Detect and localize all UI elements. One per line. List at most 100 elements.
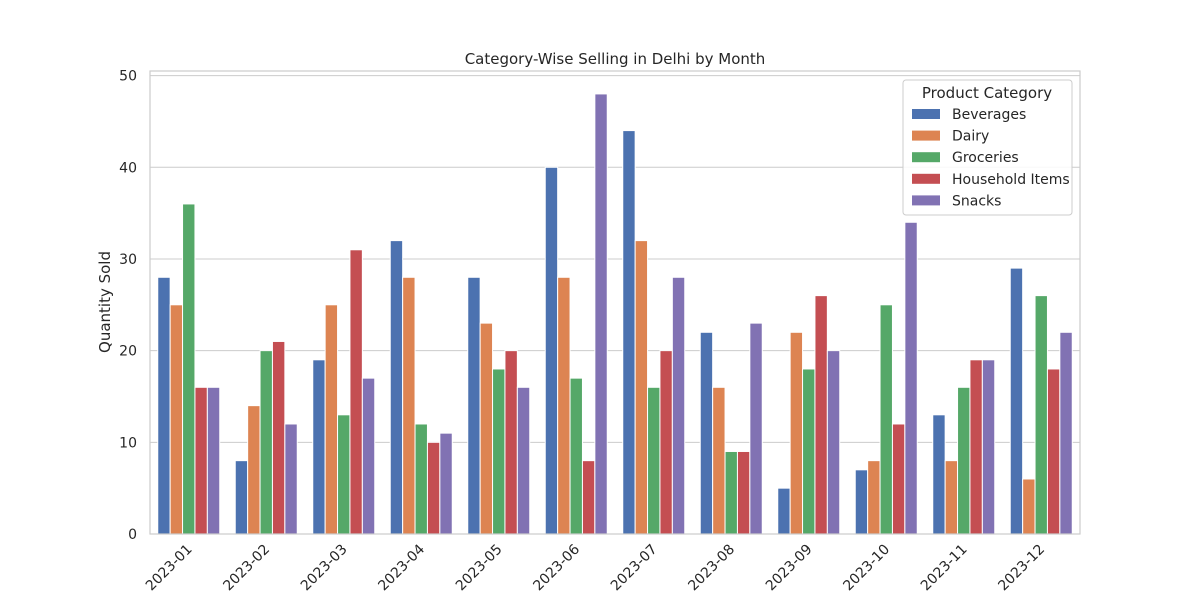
x-tick-label: 2023-04 (375, 541, 428, 594)
bar (981, 359, 996, 535)
bar (234, 460, 249, 535)
bar (932, 414, 946, 535)
y-tick-label: 20 (119, 344, 137, 360)
bar (259, 350, 273, 535)
bar (349, 249, 363, 535)
bar (157, 276, 171, 535)
bar (736, 450, 751, 535)
bar (891, 423, 906, 535)
bar (957, 386, 971, 535)
legend-swatch (912, 152, 940, 163)
bar (1034, 295, 1048, 535)
legend-swatch (912, 130, 940, 141)
bar (169, 304, 184, 535)
x-tick-label: 2023-08 (685, 542, 738, 595)
bar (634, 240, 649, 535)
x-tick-label: 2023-10 (840, 542, 893, 595)
plot-border (149, 70, 1081, 535)
legend-label: Beverages (952, 107, 1026, 123)
bar (312, 359, 326, 535)
bar (467, 276, 481, 535)
legend-label: Household Items (952, 172, 1070, 188)
legend-title: Product Category (922, 84, 1052, 102)
bar (622, 130, 636, 535)
bar (581, 460, 596, 535)
legend-label: Snacks (952, 193, 1001, 209)
legend-box (902, 79, 1073, 216)
bar (1009, 267, 1024, 535)
bar (194, 386, 208, 535)
x-tick-label: 2023-12 (995, 542, 1048, 595)
bar (247, 405, 261, 535)
y-tick-label: 10 (119, 435, 137, 451)
x-tick-label: 2023-02 (220, 542, 273, 595)
bar (802, 368, 816, 535)
y-axis-label: Quantity Sold (96, 251, 114, 353)
bar (557, 276, 571, 535)
bar (904, 221, 918, 535)
bar (969, 359, 983, 535)
legend-label: Groceries (952, 150, 1019, 166)
legend-items: Beverages Dairy Groceries Household Items Sn… (912, 107, 1070, 209)
plot-frame (149, 70, 1081, 535)
bar (647, 386, 661, 535)
bar (879, 304, 893, 535)
legend-swatch (912, 173, 940, 184)
x-tick-label: 2023-03 (298, 542, 351, 595)
bar (867, 460, 881, 535)
bar (789, 331, 804, 535)
bar (544, 166, 559, 535)
bar (594, 93, 608, 535)
bar (1022, 478, 1036, 535)
bar (439, 432, 453, 535)
bar (271, 340, 286, 535)
bar (504, 350, 518, 535)
x-tick-label: 2023-07 (608, 542, 661, 595)
y-tick-label: 0 (128, 527, 137, 543)
x-tick-label: 2023-05 (453, 542, 506, 595)
x-tick-label: 2023-11 (918, 542, 971, 595)
bar (389, 240, 404, 535)
bar (414, 423, 428, 535)
legend: Product Category Beverages Dairy Groceries… (902, 79, 1073, 216)
bar (284, 423, 298, 535)
bar (671, 276, 686, 535)
y-ticks: 0 10 20 30 40 50 (119, 69, 137, 543)
bar (854, 469, 869, 535)
bar (1046, 368, 1061, 535)
bar (492, 368, 506, 535)
bar (361, 377, 376, 535)
bar (182, 203, 196, 535)
y-tick-label: 30 (119, 252, 137, 268)
legend-swatch (912, 109, 940, 119)
bar (324, 304, 339, 535)
bar (749, 322, 763, 535)
x-tick-label: 2023-01 (143, 542, 196, 595)
y-tick-label: 40 (119, 160, 137, 176)
bar (777, 487, 791, 535)
bar (724, 450, 738, 535)
bar (479, 322, 494, 535)
bar (337, 414, 351, 535)
x-tick-label: 2023-09 (763, 542, 816, 595)
chart-title: Category-Wise Selling in Delhi by Month (465, 50, 766, 68)
bar (826, 350, 841, 535)
x-tick-label: 2023-06 (530, 541, 583, 594)
bar (699, 331, 714, 535)
legend-label: Dairy (952, 129, 989, 145)
bar (1059, 331, 1073, 535)
bar (426, 441, 441, 535)
bar (206, 386, 221, 535)
bar (402, 276, 416, 535)
legend-swatch (912, 195, 940, 206)
bar (569, 377, 583, 535)
x-ticks: 2023-01 2023-02 2023-03 2023-04 2023-05 2023-… (143, 541, 1048, 594)
bar (516, 386, 531, 535)
bar (659, 350, 673, 535)
bar (712, 386, 726, 535)
bar (814, 295, 828, 535)
y-tick-label: 50 (119, 69, 137, 85)
bar (944, 460, 959, 535)
